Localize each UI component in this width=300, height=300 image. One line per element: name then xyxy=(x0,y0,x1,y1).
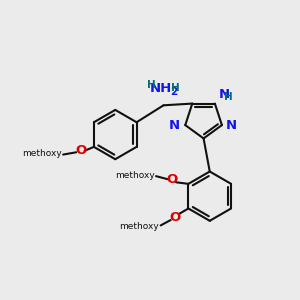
Text: methoxy: methoxy xyxy=(119,222,159,231)
Text: O: O xyxy=(170,211,181,224)
Text: O: O xyxy=(75,144,86,157)
Text: methoxy: methoxy xyxy=(22,149,62,158)
Text: N: N xyxy=(169,118,180,132)
Text: 2: 2 xyxy=(170,87,177,97)
Text: O: O xyxy=(167,173,178,187)
Text: methoxy: methoxy xyxy=(115,171,154,180)
Text: NH: NH xyxy=(149,82,172,94)
Text: H: H xyxy=(172,83,180,93)
Text: N: N xyxy=(226,118,237,132)
Text: H: H xyxy=(147,80,156,90)
Text: N: N xyxy=(219,88,230,101)
Text: H: H xyxy=(224,92,233,102)
